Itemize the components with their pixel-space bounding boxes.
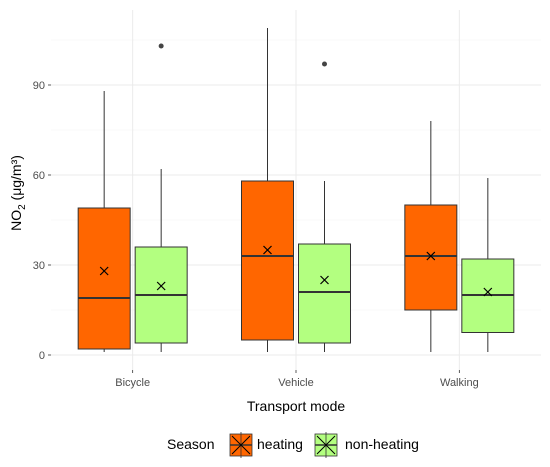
mean-marker [156, 281, 166, 291]
y-axis: 0 30 60 90 [33, 80, 51, 362]
box-group-heating-walking [404, 121, 458, 352]
legend-key-mean-marker [316, 435, 336, 455]
mean-marker [320, 275, 329, 285]
box-group-heating-bicycle [77, 91, 131, 352]
y-tick-label: 30 [33, 260, 45, 272]
mean-marker [426, 251, 436, 261]
legend-label-heating: heating [257, 436, 303, 452]
y-tick-label: 60 [33, 170, 45, 182]
mean-marker [263, 245, 272, 255]
box-group-non-heating-walking [461, 178, 515, 352]
legend: Season heating non-heating [167, 432, 419, 458]
legend-key-mean-marker [231, 435, 251, 455]
x-tick-label: Walking [440, 377, 479, 389]
y-axis-title: NO2 (μg/m³) [8, 155, 28, 231]
y-tick-label: 0 [39, 350, 45, 362]
mean-marker [99, 266, 109, 276]
box-layer [77, 28, 515, 352]
box-body [404, 204, 458, 311]
mean-marker [483, 287, 493, 297]
box-body [77, 207, 131, 350]
x-axis-title: Transport mode [247, 398, 346, 414]
x-tick-label: Vehicle [278, 377, 313, 389]
y-tick-label: 90 [33, 80, 45, 92]
legend-title: Season [167, 436, 214, 452]
box-group-non-heating-vehicle [298, 61, 351, 352]
box-body [241, 180, 294, 341]
x-axis: Bicycle Vehicle Walking [115, 370, 479, 389]
box-group-heating-vehicle [241, 28, 294, 352]
legend-label-non-heating: non-heating [345, 436, 419, 452]
box-group-non-heating-bicycle [134, 43, 188, 352]
x-tick-label: Bicycle [115, 377, 150, 389]
outlier-point [158, 43, 164, 49]
y-axis-title-subscript: 2 [17, 204, 28, 210]
y-axis-title-unit: (μg/m³) [8, 155, 24, 204]
outlier-point [322, 61, 327, 67]
box-body [298, 243, 351, 344]
grid-lines [51, 10, 541, 370]
